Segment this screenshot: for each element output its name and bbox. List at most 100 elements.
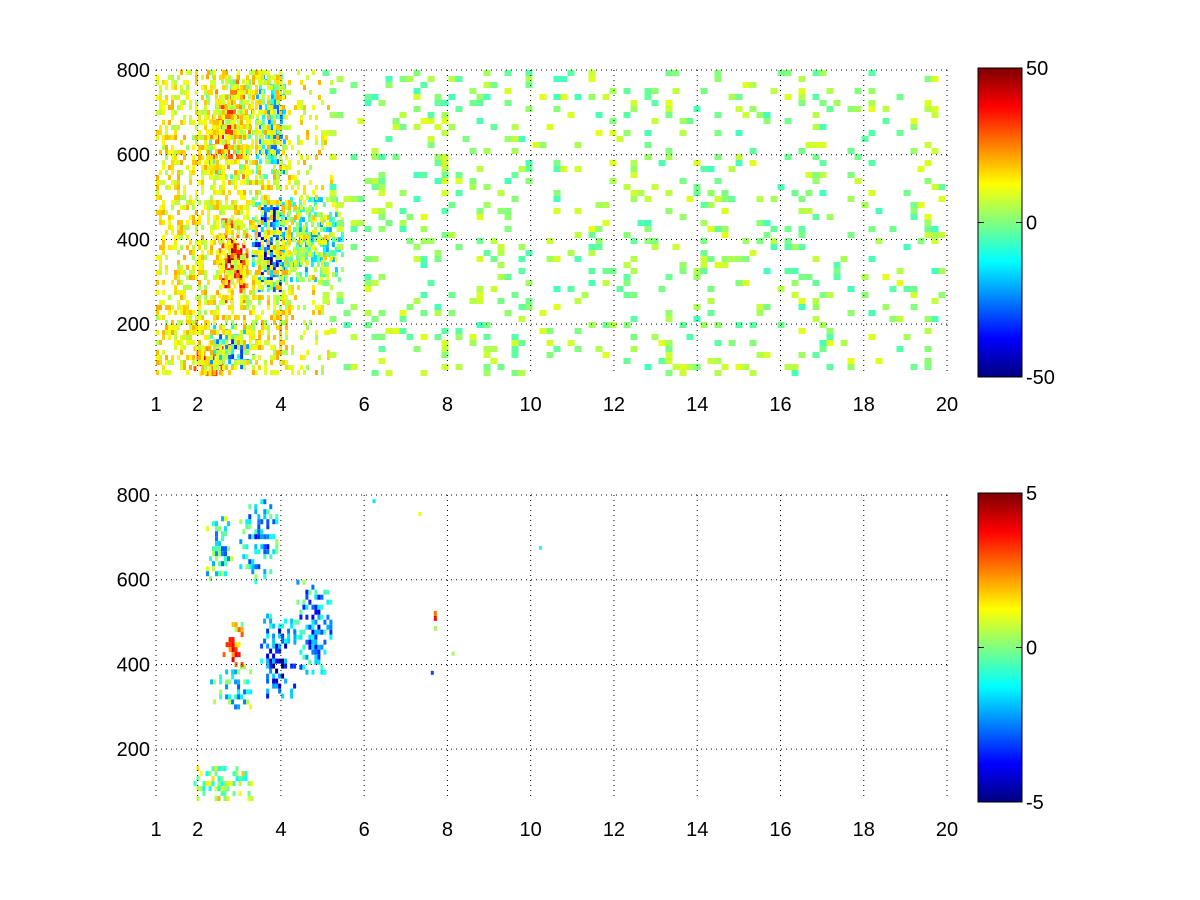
heat-cell xyxy=(236,149,239,155)
heat-cell xyxy=(329,634,333,640)
heat-cell xyxy=(910,286,918,292)
heat-cell xyxy=(282,85,285,90)
heat-cell xyxy=(258,335,261,340)
heat-cell xyxy=(192,160,195,165)
heat-cell xyxy=(174,160,177,165)
heat-cell xyxy=(245,283,249,289)
heat-cell xyxy=(511,346,519,352)
heat-cell xyxy=(237,210,240,215)
heat-cell xyxy=(455,172,463,178)
heat-cell xyxy=(903,286,911,292)
heat-cell xyxy=(812,316,820,322)
heat-cell xyxy=(186,70,189,75)
heat-cell xyxy=(240,662,244,668)
heat-cell xyxy=(222,175,225,180)
heat-cell xyxy=(168,165,171,170)
heat-cell xyxy=(221,268,225,274)
heat-cell xyxy=(224,218,228,224)
heat-cell xyxy=(378,274,386,280)
heat-cell xyxy=(525,82,533,88)
heat-cell xyxy=(198,255,201,260)
heat-cell xyxy=(255,120,258,125)
heat-cell xyxy=(279,140,282,145)
heat-cell xyxy=(285,235,288,240)
heat-cell xyxy=(239,519,243,525)
heat-cell xyxy=(186,165,189,170)
heat-cell xyxy=(336,220,344,226)
heat-cell xyxy=(189,365,192,370)
heat-cell xyxy=(234,255,237,260)
heat-cell xyxy=(315,115,318,120)
heat-cell xyxy=(168,295,171,300)
heat-cell xyxy=(875,238,883,244)
heat-cell xyxy=(180,270,183,275)
heat-cell xyxy=(267,140,270,145)
heat-cell xyxy=(267,200,270,205)
heat-cell xyxy=(246,100,249,105)
heat-cell xyxy=(546,340,554,346)
heat-cell xyxy=(847,172,855,178)
heat-cell xyxy=(162,250,165,255)
heat-cell xyxy=(213,190,216,195)
heat-cell xyxy=(289,257,293,263)
heat-cell xyxy=(177,200,180,205)
heat-cell xyxy=(222,100,225,105)
heat-cell xyxy=(309,90,312,95)
heat-cell xyxy=(228,699,232,705)
heat-cell xyxy=(266,524,270,530)
heat-cell xyxy=(311,619,315,625)
heat-cell xyxy=(255,345,258,350)
heat-cell xyxy=(413,88,421,94)
heat-cell xyxy=(162,370,165,375)
heat-cell xyxy=(177,260,180,265)
heat-cell xyxy=(267,125,270,130)
heat-cell xyxy=(246,344,250,350)
heat-cell xyxy=(217,786,221,792)
heat-cell xyxy=(319,217,323,223)
heat-cell xyxy=(518,166,526,172)
heat-cell xyxy=(433,610,437,616)
heat-cell xyxy=(261,250,264,255)
heat-cell xyxy=(735,322,743,328)
heat-cell xyxy=(791,292,799,298)
heat-cell xyxy=(212,551,215,557)
heat-cell xyxy=(261,94,265,100)
heat-cell xyxy=(180,365,183,370)
heat-cell xyxy=(237,245,240,250)
heat-cell xyxy=(441,190,449,196)
heat-cell xyxy=(183,335,186,340)
heat-cell xyxy=(211,766,215,772)
heat-cell xyxy=(186,315,189,320)
heat-cell xyxy=(285,200,288,205)
heat-cell xyxy=(278,623,282,629)
heat-cell xyxy=(623,112,631,118)
heat-cell xyxy=(297,240,300,245)
heat-cell xyxy=(258,170,261,175)
heat-cell xyxy=(483,202,491,208)
heat-cell xyxy=(189,215,192,220)
heat-cell xyxy=(171,170,174,175)
heat-cell xyxy=(252,290,255,295)
heat-cell xyxy=(216,160,219,165)
heat-cell xyxy=(285,275,288,280)
heat-cell xyxy=(177,195,180,200)
heat-cell xyxy=(350,196,358,202)
heat-cell xyxy=(237,627,241,633)
heat-cell xyxy=(228,642,232,648)
heat-cell xyxy=(180,105,183,110)
heat-cell xyxy=(236,134,239,140)
heat-cell xyxy=(875,208,883,214)
heat-cell xyxy=(258,330,261,335)
heat-cell xyxy=(165,230,168,235)
y-tick-label: 200 xyxy=(117,314,150,336)
heat-cell xyxy=(227,283,231,289)
heat-cell xyxy=(644,142,652,148)
heat-cell xyxy=(230,89,233,95)
heat-cell xyxy=(364,178,372,184)
heat-cell xyxy=(267,250,270,255)
heat-cell xyxy=(334,267,338,273)
heat-cell xyxy=(303,235,306,240)
heat-cell xyxy=(269,262,273,268)
heat-cell xyxy=(224,233,228,239)
heat-cell xyxy=(896,268,904,274)
